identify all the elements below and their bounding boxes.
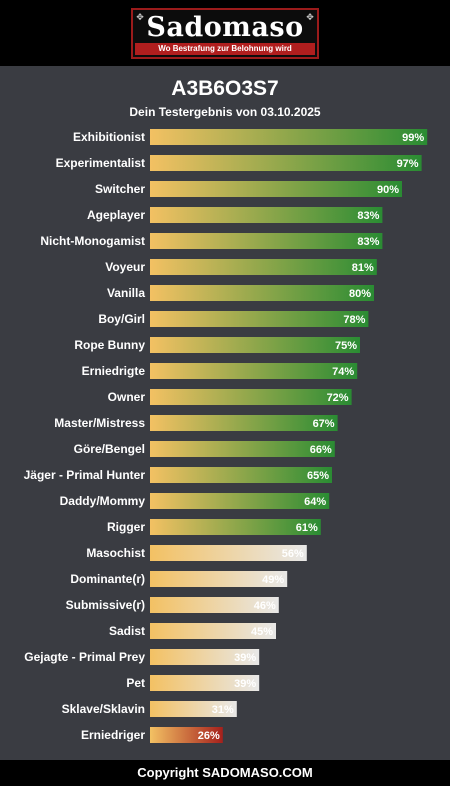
value-label: 67% — [313, 418, 335, 430]
category-label: Owner — [108, 390, 146, 404]
value-label: 56% — [282, 548, 304, 560]
bar — [150, 571, 288, 587]
bar — [150, 701, 237, 717]
bar — [150, 233, 383, 249]
category-label: Jäger - Primal Hunter — [24, 468, 146, 482]
value-label: 66% — [310, 444, 332, 456]
logo-tagline: Wo Bestrafung zur Belohnung wird — [135, 43, 315, 55]
value-label: 61% — [296, 522, 318, 534]
bar — [150, 389, 352, 405]
value-label: 45% — [251, 626, 273, 638]
category-label: Sadist — [109, 624, 145, 638]
bar — [150, 181, 402, 197]
bar — [150, 207, 383, 223]
bar — [150, 675, 260, 691]
value-label: 74% — [332, 366, 354, 378]
value-label: 72% — [327, 392, 349, 404]
category-label: Exhibitionist — [73, 130, 145, 144]
category-label: Experimentalist — [56, 156, 145, 170]
value-label: 80% — [349, 288, 371, 300]
page-subtitle: Dein Testergebnis von 03.10.2025 — [129, 105, 321, 119]
category-label: Boy/Girl — [98, 312, 145, 326]
category-label: Submissive(r) — [66, 598, 145, 612]
value-label: 39% — [234, 678, 256, 690]
category-label: Dominante(r) — [70, 572, 145, 586]
value-label: 83% — [357, 210, 379, 222]
value-label: 99% — [402, 132, 424, 144]
result-bar-chart: Exhibitionist 99% Experimentalist 97% Switch… — [24, 129, 428, 743]
category-label: Masochist — [86, 546, 145, 560]
value-label: 46% — [254, 600, 276, 612]
category-label: Master/Mistress — [54, 416, 145, 430]
category-label: Pet — [126, 676, 145, 690]
category-label: Gejagte - Primal Prey — [24, 650, 145, 664]
category-label: Nicht-Monogamist — [40, 234, 145, 248]
bar — [150, 441, 335, 457]
bar — [150, 493, 330, 509]
bar — [150, 415, 338, 431]
value-label: 26% — [198, 730, 220, 742]
value-label: 81% — [352, 262, 374, 274]
category-label: Vanilla — [107, 286, 145, 300]
bar — [150, 129, 428, 145]
bar — [150, 467, 332, 483]
bar — [150, 337, 360, 353]
category-label: Rope Bunny — [74, 338, 145, 352]
bar — [150, 545, 307, 561]
category-label: Sklave/Sklavin — [62, 702, 145, 716]
value-label: 83% — [357, 236, 379, 248]
value-label: 39% — [234, 652, 256, 664]
value-label: 49% — [262, 574, 284, 586]
site-logo[interactable]: ✥ ✥ Sadomaso Wo Bestrafung zur Belohnung… — [131, 8, 319, 59]
value-label: 78% — [343, 314, 365, 326]
category-label: Daddy/Mommy — [60, 494, 146, 508]
logo-text: Sadomaso — [146, 12, 304, 43]
bar — [150, 649, 260, 665]
value-label: 90% — [377, 184, 399, 196]
footer-copyright[interactable]: Copyright SADOMASO.COM — [0, 760, 450, 786]
category-label: Ageplayer — [87, 208, 145, 222]
page-title: A3B6O3S7 — [171, 77, 279, 100]
header-bar: ✥ ✥ Sadomaso Wo Bestrafung zur Belohnung… — [0, 0, 450, 66]
bar — [150, 311, 369, 327]
bar — [150, 285, 374, 301]
bar — [150, 363, 358, 379]
category-label: Erniedrigte — [82, 364, 146, 378]
bar — [150, 597, 279, 613]
category-label: Rigger — [107, 520, 145, 534]
bar — [150, 623, 276, 639]
category-label: Voyeur — [105, 260, 145, 274]
value-label: 97% — [397, 158, 419, 170]
category-label: Erniedriger — [81, 728, 145, 742]
value-label: 65% — [307, 470, 329, 482]
fleur-icon: ✥ — [306, 12, 314, 22]
value-label: 31% — [212, 704, 234, 716]
fleur-icon: ✥ — [136, 12, 144, 22]
bar — [150, 259, 377, 275]
category-label: Switcher — [95, 182, 145, 196]
bar — [150, 155, 422, 171]
bar — [150, 727, 223, 743]
value-label: 64% — [304, 496, 326, 508]
category-label: Göre/Bengel — [74, 442, 145, 456]
value-label: 75% — [335, 340, 357, 352]
bar — [150, 519, 321, 535]
